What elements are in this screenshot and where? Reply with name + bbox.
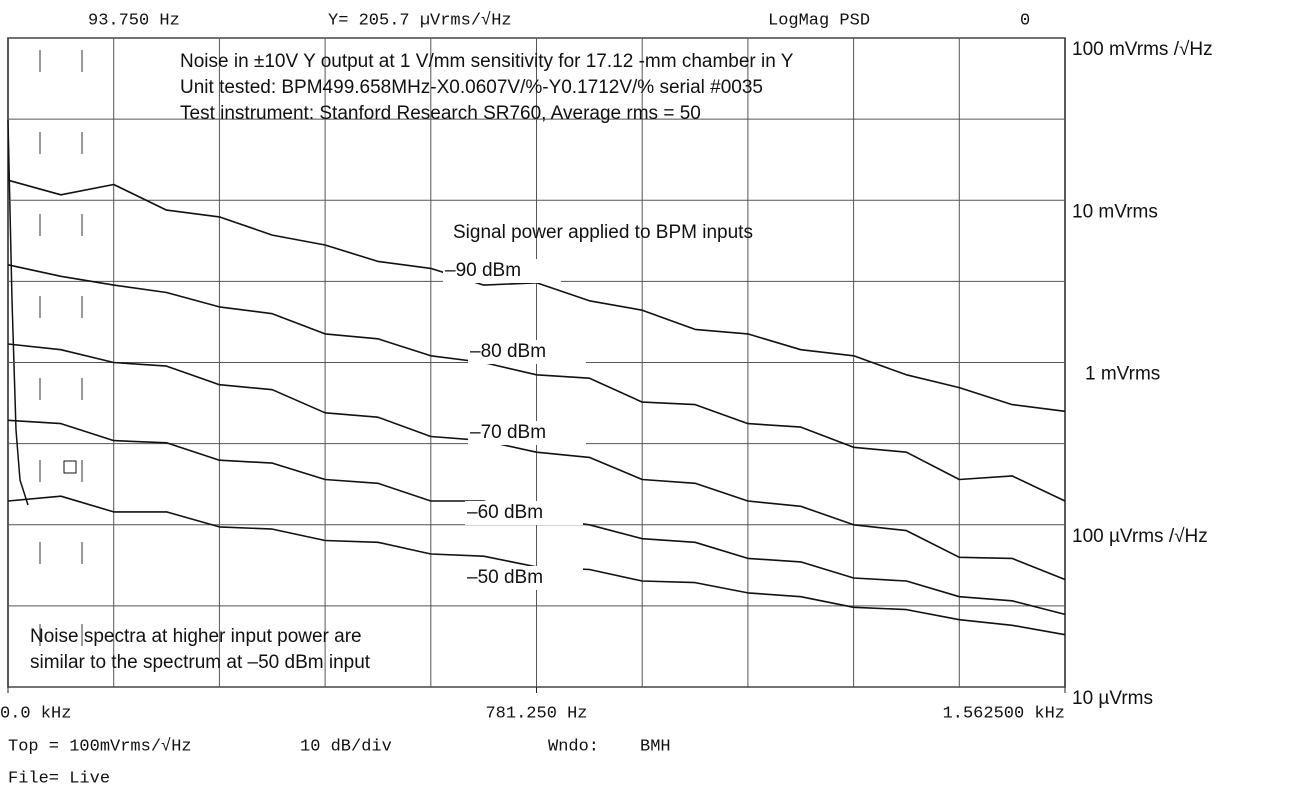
y-tick-label: 1 mVrms (1085, 364, 1160, 385)
annotation: Test instrument: Stanford Research SR760… (180, 103, 701, 124)
x-tick-label: 0.0 kHz (0, 704, 71, 723)
annotation: Noise spectra at higher input power are (30, 626, 362, 647)
label-backing (468, 421, 586, 445)
y-readout: Y= 205.7 µVrms/√Hz (328, 10, 512, 30)
series-label: –90 dBm (445, 260, 521, 281)
label-backing (465, 566, 583, 590)
window: BMH (640, 737, 671, 756)
annotation: Unit tested: BPM499.658MHz-X0.0607V/%-Y0… (180, 77, 763, 98)
trace-number: 0 (1020, 11, 1030, 30)
label-backing (465, 501, 583, 525)
scale: 10 dB/div (300, 737, 392, 756)
y-tick-label: 100 µVrms /√Hz (1072, 526, 1208, 547)
label-backing (468, 340, 586, 364)
annotation: Noise in ±10V Y output at 1 V/mm sensiti… (180, 51, 794, 72)
trace (7, 343, 1066, 581)
top-reference: Top = 100mVrms/√Hz (8, 736, 192, 756)
trace (7, 264, 1066, 502)
mode: LogMag PSD (768, 11, 870, 30)
dc-spike (7, 119, 29, 506)
x-tick-label: 781.250 Hz (485, 704, 587, 723)
y-tick-label: 10 µVrms (1072, 688, 1153, 709)
x-tick-label: 1.562500 kHz (943, 704, 1065, 723)
annotation: similar to the spectrum at –50 dBm input (30, 652, 371, 673)
label-backing (443, 259, 561, 283)
series-label: –70 dBm (470, 422, 546, 443)
marker-box (63, 460, 77, 474)
series-label: –60 dBm (467, 502, 543, 523)
series-label: –50 dBm (467, 567, 543, 588)
y-tick-label: 100 mVrms /√Hz (1072, 39, 1213, 60)
y-tick-label: 10 mVrms (1072, 201, 1158, 222)
marker-readout: 93.750 Hz (88, 11, 180, 30)
series-label: –80 dBm (470, 341, 546, 362)
window-label: Wndo: (548, 737, 599, 756)
file: File= Live (8, 769, 110, 788)
annotation: Signal power applied to BPM inputs (453, 222, 753, 243)
